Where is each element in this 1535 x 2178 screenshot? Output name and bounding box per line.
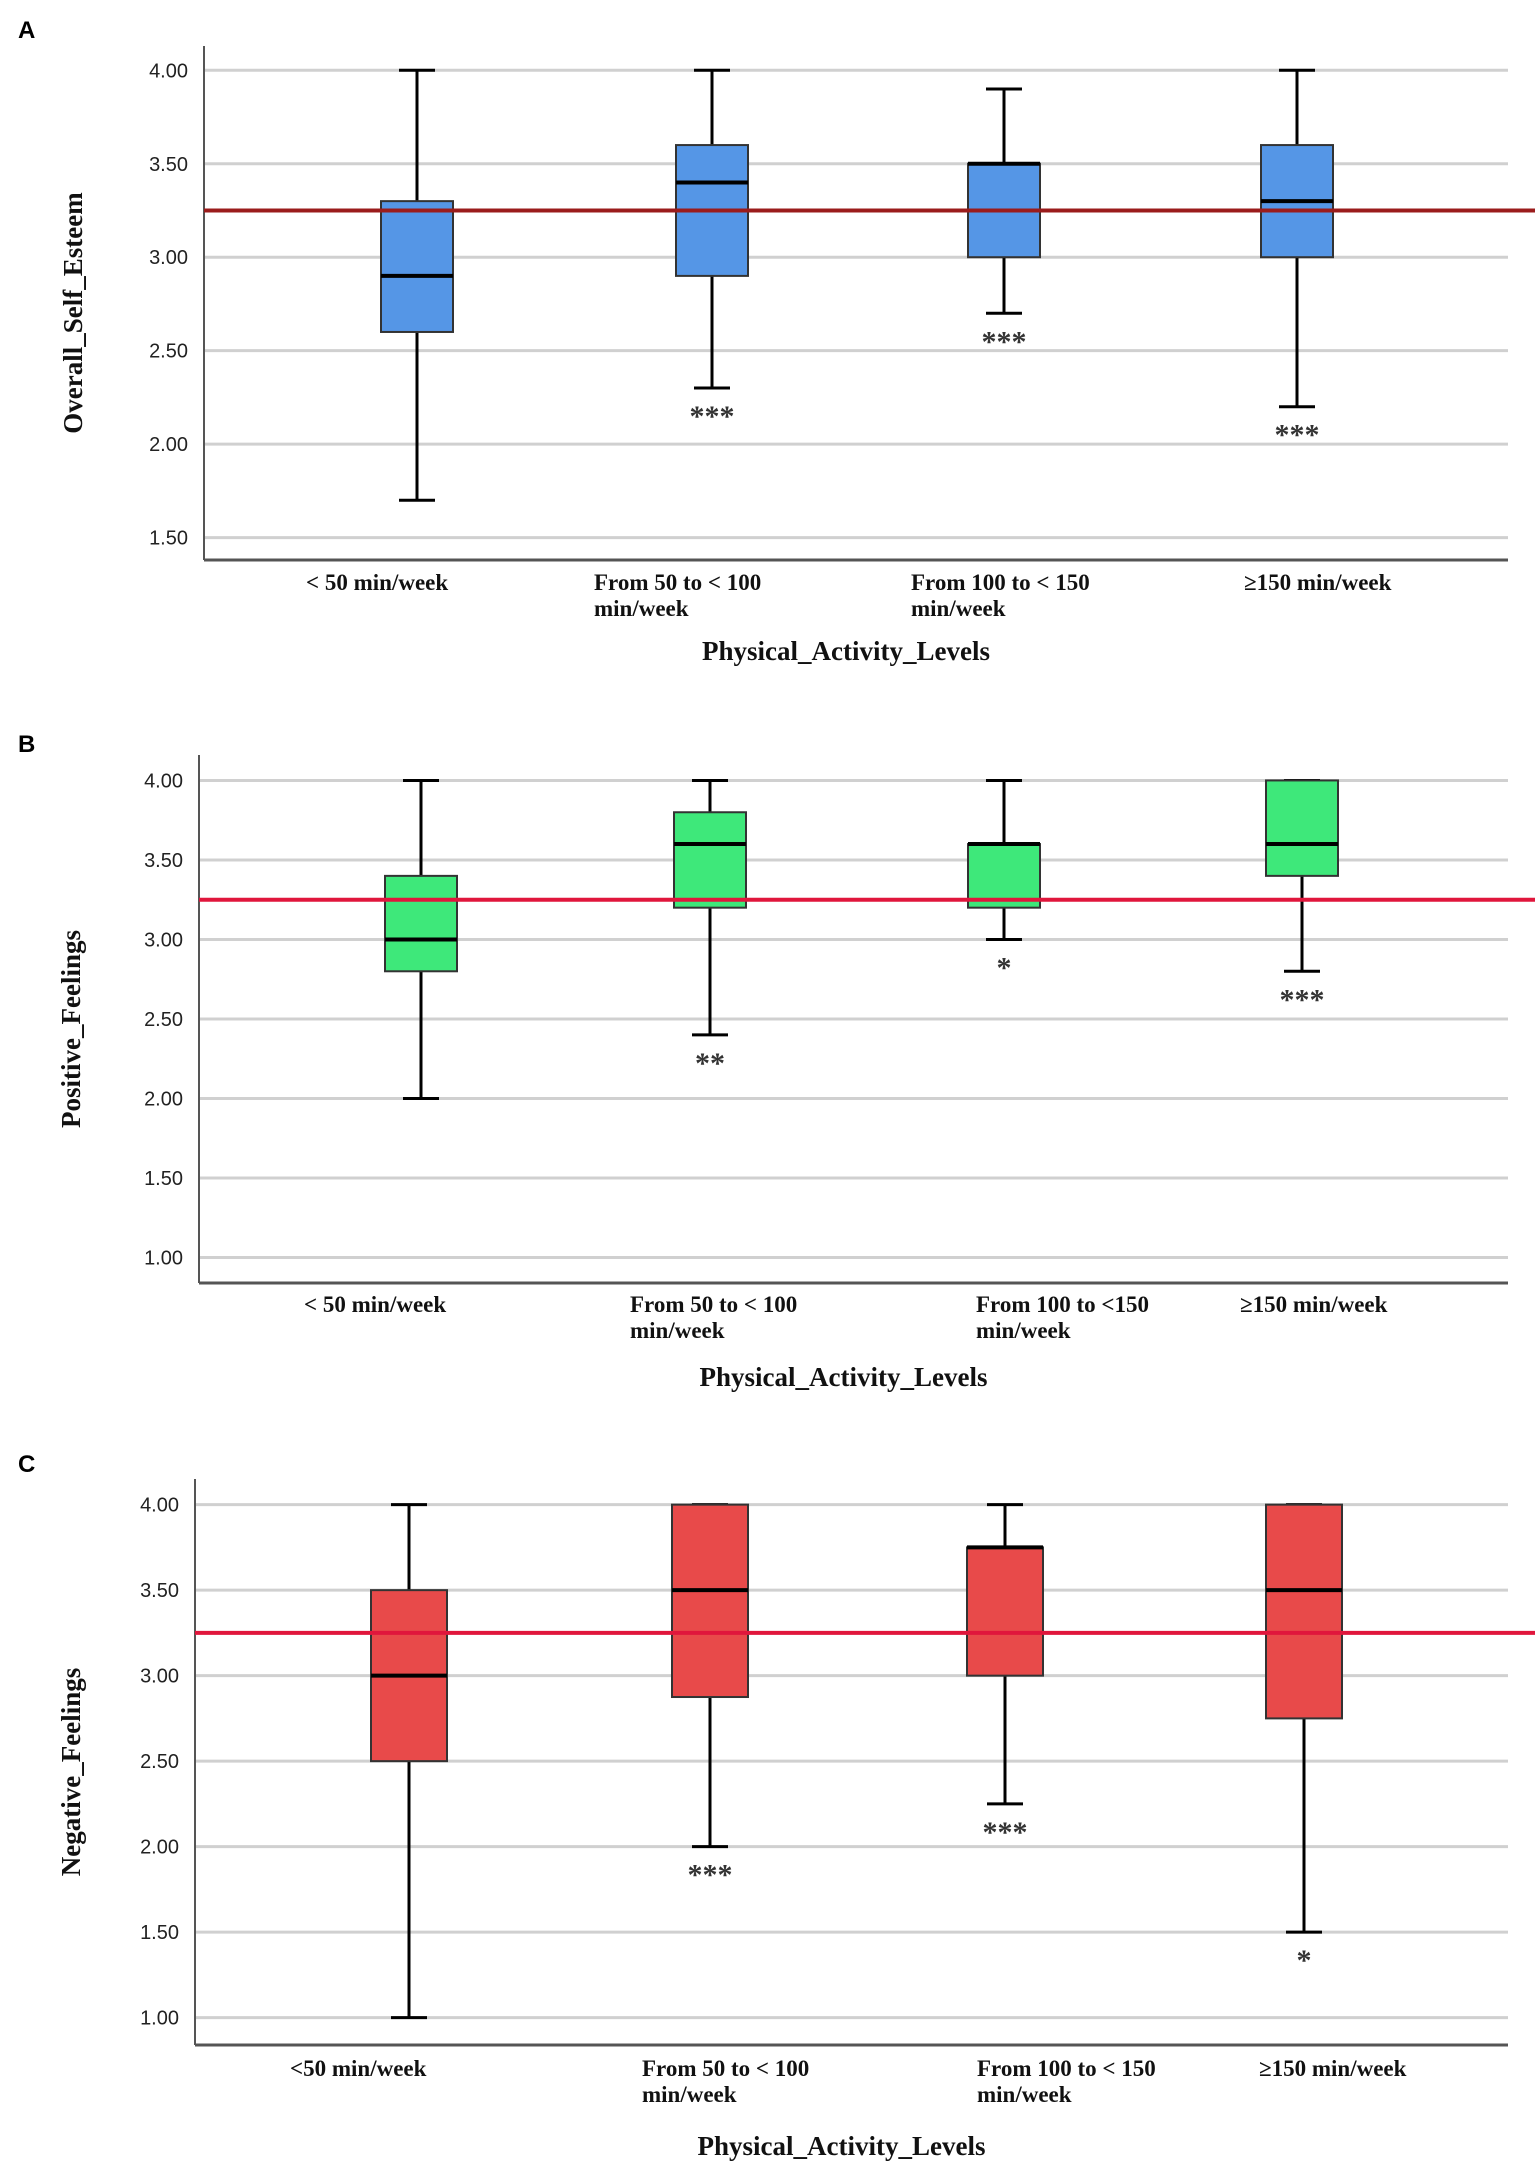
x-tick-label: From 50 to < 100 <box>642 2056 809 2081</box>
y-tick-label: 2.00 <box>140 1837 179 1859</box>
significance-marker: ** <box>695 1047 725 1080</box>
y-tick-label: 1.50 <box>140 1922 179 1944</box>
box-1 <box>370 1503 448 2020</box>
x-axis-title: Physical_Activity_Levels <box>702 636 990 666</box>
x-tick-label: min/week <box>630 1318 725 1343</box>
significance-marker: *** <box>983 1816 1028 1849</box>
panel-a: A 1.50 2.00 2.50 3.00 3.50 4.00 *** *** *** < 50 m… <box>18 17 1535 666</box>
box-3: *** <box>967 87 1041 358</box>
x-tick-label: ≥150 min/week <box>1244 570 1392 595</box>
x-tick-label: min/week <box>594 596 689 621</box>
x-tick-label: < 50 min/week <box>306 570 448 595</box>
y-tick-label: 3.50 <box>140 1580 179 1602</box>
y-tick-label: 3.00 <box>140 1666 179 1688</box>
box-2: *** <box>671 1503 749 1892</box>
significance-marker: * <box>1297 1944 1312 1977</box>
box-iqr <box>673 811 747 909</box>
y-tick-label: 1.50 <box>144 1168 183 1190</box>
y-tick-label: 1.00 <box>140 2008 179 2030</box>
x-tick-label: < 50 min/week <box>304 1292 446 1317</box>
y-tick-label: 2.00 <box>144 1089 183 1111</box>
box-iqr <box>966 1546 1044 1677</box>
x-tick-label: From 100 to < 150 <box>977 2056 1156 2081</box>
panel-b: B1.001.502.002.503.003.504.00******< 50 … <box>18 731 1535 1392</box>
box-iqr <box>1265 1503 1343 1720</box>
x-axis-title: Physical_Activity_Levels <box>700 1362 988 1392</box>
box-4: *** <box>1260 68 1334 452</box>
box-iqr <box>1265 779 1339 877</box>
box-3: * <box>967 778 1041 984</box>
y-tick-label: 4.00 <box>144 770 183 792</box>
x-tick-label: <50 min/week <box>290 2056 427 2081</box>
x-tick-label: min/week <box>911 596 1006 621</box>
x-tick-label: From 100 to < 150 <box>911 570 1090 595</box>
box-3: *** <box>966 1503 1044 1849</box>
box-1 <box>380 68 454 502</box>
box-iqr <box>384 874 458 973</box>
x-axis-title: Physical_Activity_Levels <box>698 2131 986 2161</box>
y-tick-label: 2.50 <box>144 1009 183 1031</box>
panel-label: A <box>18 17 35 44</box>
box-iqr <box>380 200 454 333</box>
x-tick-label: ≥150 min/week <box>1259 2056 1407 2081</box>
box-2: ** <box>673 778 747 1080</box>
box-2: *** <box>675 68 749 433</box>
y-tick-label: 4.00 <box>140 1495 179 1517</box>
x-tick-label: min/week <box>977 2082 1072 2107</box>
x-tick-label: From 100 to <150 <box>976 1292 1149 1317</box>
y-tick-label: 3.50 <box>149 154 188 176</box>
significance-marker: *** <box>982 325 1027 358</box>
box-iqr <box>671 1503 749 1699</box>
panel-c: C1.001.502.002.503.003.504.00*******<50 … <box>18 1451 1535 2161</box>
panel-label: B <box>18 731 35 758</box>
panel-label: C <box>18 1451 35 1478</box>
x-tick-label: min/week <box>642 2082 737 2107</box>
box-4: *** <box>1265 778 1339 1016</box>
y-tick-label: 3.00 <box>144 929 183 951</box>
significance-marker: * <box>997 951 1012 984</box>
significance-marker: *** <box>1275 419 1320 452</box>
y-tick-label: 2.00 <box>149 434 188 456</box>
significance-marker: *** <box>1280 983 1325 1016</box>
y-axis-title: Overall_Self_Esteem <box>58 192 88 434</box>
box-1 <box>384 778 458 1101</box>
y-tick-label: 2.50 <box>149 341 188 363</box>
x-tick-label: ≥150 min/week <box>1240 1292 1388 1317</box>
x-tick-label: From 50 to < 100 <box>630 1292 797 1317</box>
y-tick-label: 1.00 <box>144 1248 183 1270</box>
box-4: * <box>1265 1503 1343 1977</box>
y-tick-label: 1.50 <box>149 528 188 550</box>
y-axis-title: Positive_Feelings <box>56 930 86 1128</box>
significance-marker: *** <box>690 400 735 433</box>
x-tick-label: From 50 to < 100 <box>594 570 761 595</box>
y-tick-label: 2.50 <box>140 1751 179 1773</box>
x-tick-label: min/week <box>976 1318 1071 1343</box>
y-tick-label: 3.00 <box>149 247 188 269</box>
y-tick-label: 3.50 <box>144 850 183 872</box>
box-iqr <box>967 843 1041 909</box>
y-tick-label: 4.00 <box>149 60 188 82</box>
y-axis-title: Negative_Feelings <box>56 1668 86 1876</box>
significance-marker: *** <box>688 1859 733 1892</box>
